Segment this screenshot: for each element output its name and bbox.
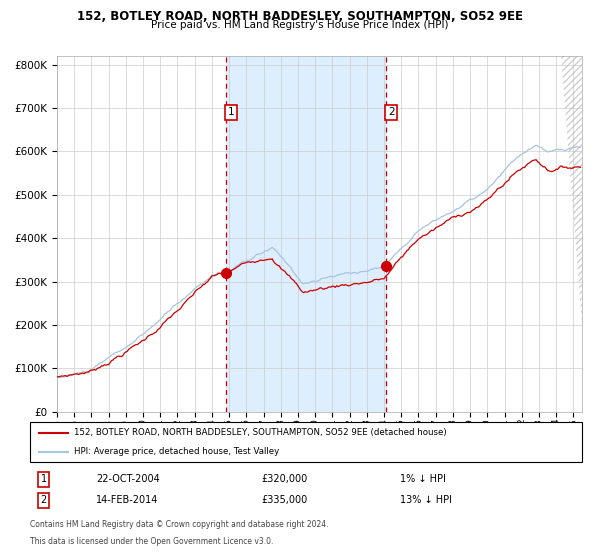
Text: HPI: Average price, detached house, Test Valley: HPI: Average price, detached house, Test… (74, 447, 280, 456)
Text: £320,000: £320,000 (262, 474, 308, 484)
Text: 14-FEB-2014: 14-FEB-2014 (96, 496, 158, 505)
FancyBboxPatch shape (30, 422, 582, 462)
Text: £335,000: £335,000 (262, 496, 308, 505)
Text: 1: 1 (41, 474, 47, 484)
Text: 13% ↓ HPI: 13% ↓ HPI (400, 496, 452, 505)
Text: 152, BOTLEY ROAD, NORTH BADDESLEY, SOUTHAMPTON, SO52 9EE (detached house): 152, BOTLEY ROAD, NORTH BADDESLEY, SOUTH… (74, 428, 447, 437)
Text: This data is licensed under the Open Government Licence v3.0.: This data is licensed under the Open Gov… (30, 537, 274, 546)
Text: 22-OCT-2004: 22-OCT-2004 (96, 474, 160, 484)
Bar (226, 56, 386, 412)
Text: 1: 1 (228, 108, 235, 118)
Text: Contains HM Land Registry data © Crown copyright and database right 2024.: Contains HM Land Registry data © Crown c… (30, 520, 329, 529)
Text: 2: 2 (41, 496, 47, 505)
Text: 2: 2 (388, 108, 395, 118)
Text: 152, BOTLEY ROAD, NORTH BADDESLEY, SOUTHAMPTON, SO52 9EE: 152, BOTLEY ROAD, NORTH BADDESLEY, SOUTH… (77, 10, 523, 23)
Text: 1% ↓ HPI: 1% ↓ HPI (400, 474, 446, 484)
Text: Price paid vs. HM Land Registry's House Price Index (HPI): Price paid vs. HM Land Registry's House … (151, 20, 449, 30)
